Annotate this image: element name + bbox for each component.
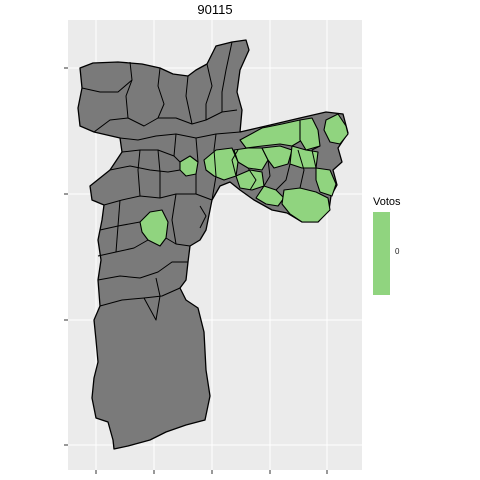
district-east-k [315,167,337,197]
border-25 [211,133,217,201]
district-borders [81,41,321,321]
district-east-d [233,147,269,171]
district-east-a [239,119,303,149]
districts [77,39,349,450]
border-15 [221,41,233,112]
border-28 [263,159,271,187]
border-14 [205,63,213,120]
border-13 [185,75,193,125]
legend-tick [390,252,393,253]
border-19 [195,137,199,163]
border-16 [137,149,141,197]
border-7 [97,239,149,257]
border-30 [311,145,321,169]
legend-color-bar [373,212,390,295]
district-east-j [281,187,331,223]
border-27 [297,149,305,189]
district-east-c [323,113,349,145]
border-29 [275,163,291,191]
map-title: 90115 [197,2,233,17]
border-21 [115,199,121,253]
border-17 [157,149,161,198]
border-12 [157,67,165,119]
border-11 [125,61,133,119]
border-1 [93,109,238,133]
border-22 [171,193,177,245]
border-23 [199,205,207,229]
axis-ticks [64,67,328,474]
border-9 [97,261,188,281]
border-24 [81,79,133,93]
border-26 [143,277,161,321]
legend-title: Votos [373,196,401,208]
border-4 [109,165,181,173]
border-18 [173,133,177,157]
border-32 [247,167,257,191]
border-31 [231,149,239,177]
legend-tick-label: 0 [395,247,400,256]
